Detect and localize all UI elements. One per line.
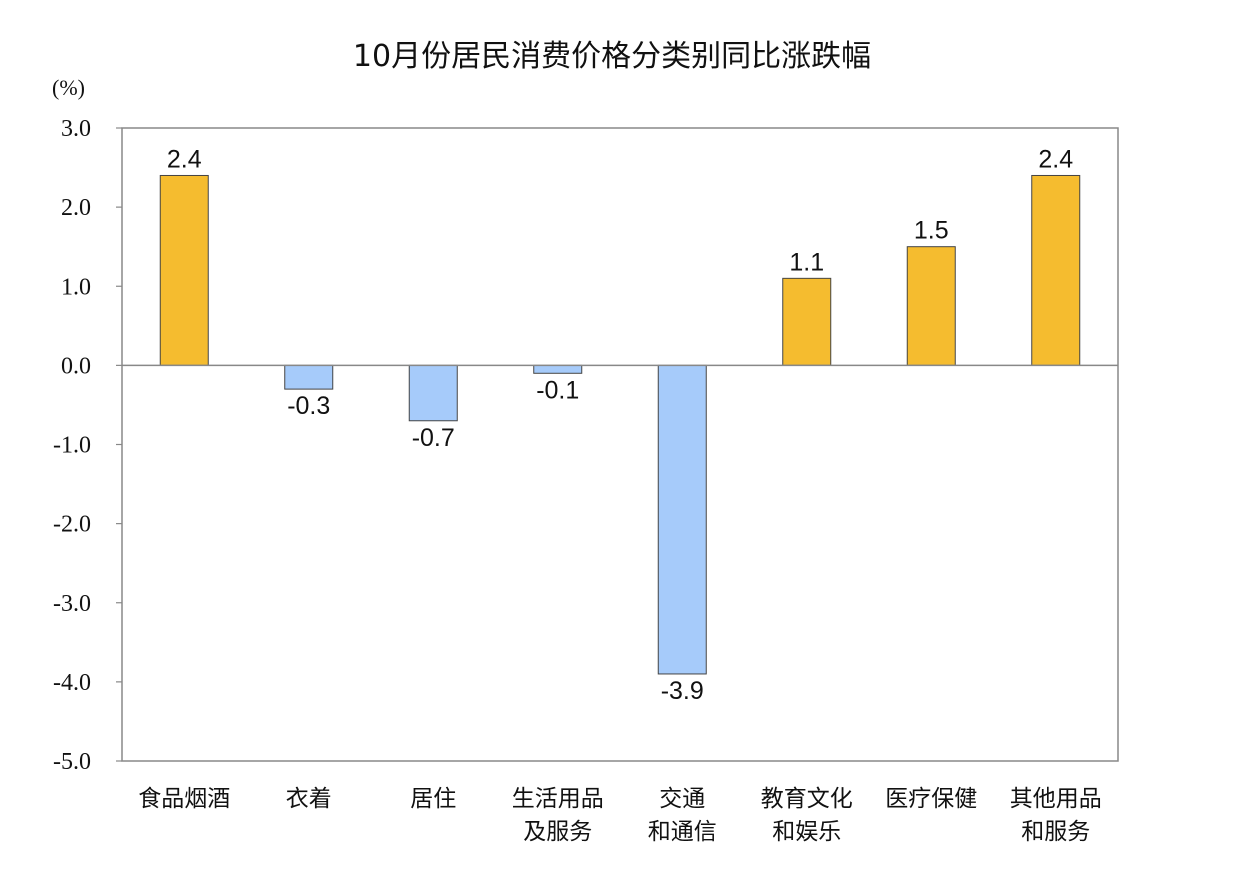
x-tick-label: 生活用品 [512,786,604,812]
data-label: -0.3 [287,392,330,420]
x-tick-label: 其他用品 [1010,786,1102,812]
bar [906,246,956,366]
y-axis-unit-label: (%) [52,75,85,100]
data-label: -3.9 [661,677,704,705]
x-tick-label: 和服务 [1021,819,1090,845]
data-label: 2.4 [167,145,202,173]
bars-group [159,174,1081,675]
y-tick-label: -5.0 [53,749,91,775]
plot-area-frame [121,127,1119,762]
x-tick-label: 食品烟酒 [138,786,230,812]
bar [782,277,832,366]
x-tick-label: 教育文化 [761,786,853,812]
bar [159,174,209,366]
x-tick-label: 及服务 [523,819,592,845]
bar [1031,174,1081,366]
data-label: -0.7 [412,424,455,452]
y-tick-label: 2.0 [61,195,91,221]
y-tick-label: -1.0 [53,433,91,459]
data-label: 1.1 [789,248,824,276]
x-tick-label: 居住 [410,786,456,812]
x-tick-label: 交通 [659,786,705,812]
y-tick-label: 0.0 [61,353,91,379]
y-tick-label: -4.0 [53,670,91,696]
x-tick-label: 医疗保健 [885,786,977,812]
bar [408,364,458,422]
y-tick-label: 1.0 [61,274,91,300]
y-axis-ticks: 3.0 2.0 1.0 0.0 -1.0 -2.0 -3.0 -4.0 -5.0 [53,116,122,775]
chart-title: 10月份居民消费价格分类别同比涨跌幅 [353,39,871,74]
data-label: 1.5 [914,217,949,245]
bar [657,364,707,675]
data-labels-group: 2.4 -0.3 -0.7 -0.1 -3.9 1.1 1.5 2.4 [167,145,1073,704]
x-tick-label: 衣着 [286,786,332,812]
data-label: -0.1 [536,376,579,404]
y-tick-label: -2.0 [53,512,91,538]
bar [533,364,583,374]
bar [284,364,334,390]
x-tick-label: 和娱乐 [772,819,841,845]
x-tick-label: 和通信 [648,819,717,845]
y-tick-label: -3.0 [53,591,91,617]
data-label: 2.4 [1038,145,1073,173]
y-tick-label: 3.0 [61,116,91,142]
